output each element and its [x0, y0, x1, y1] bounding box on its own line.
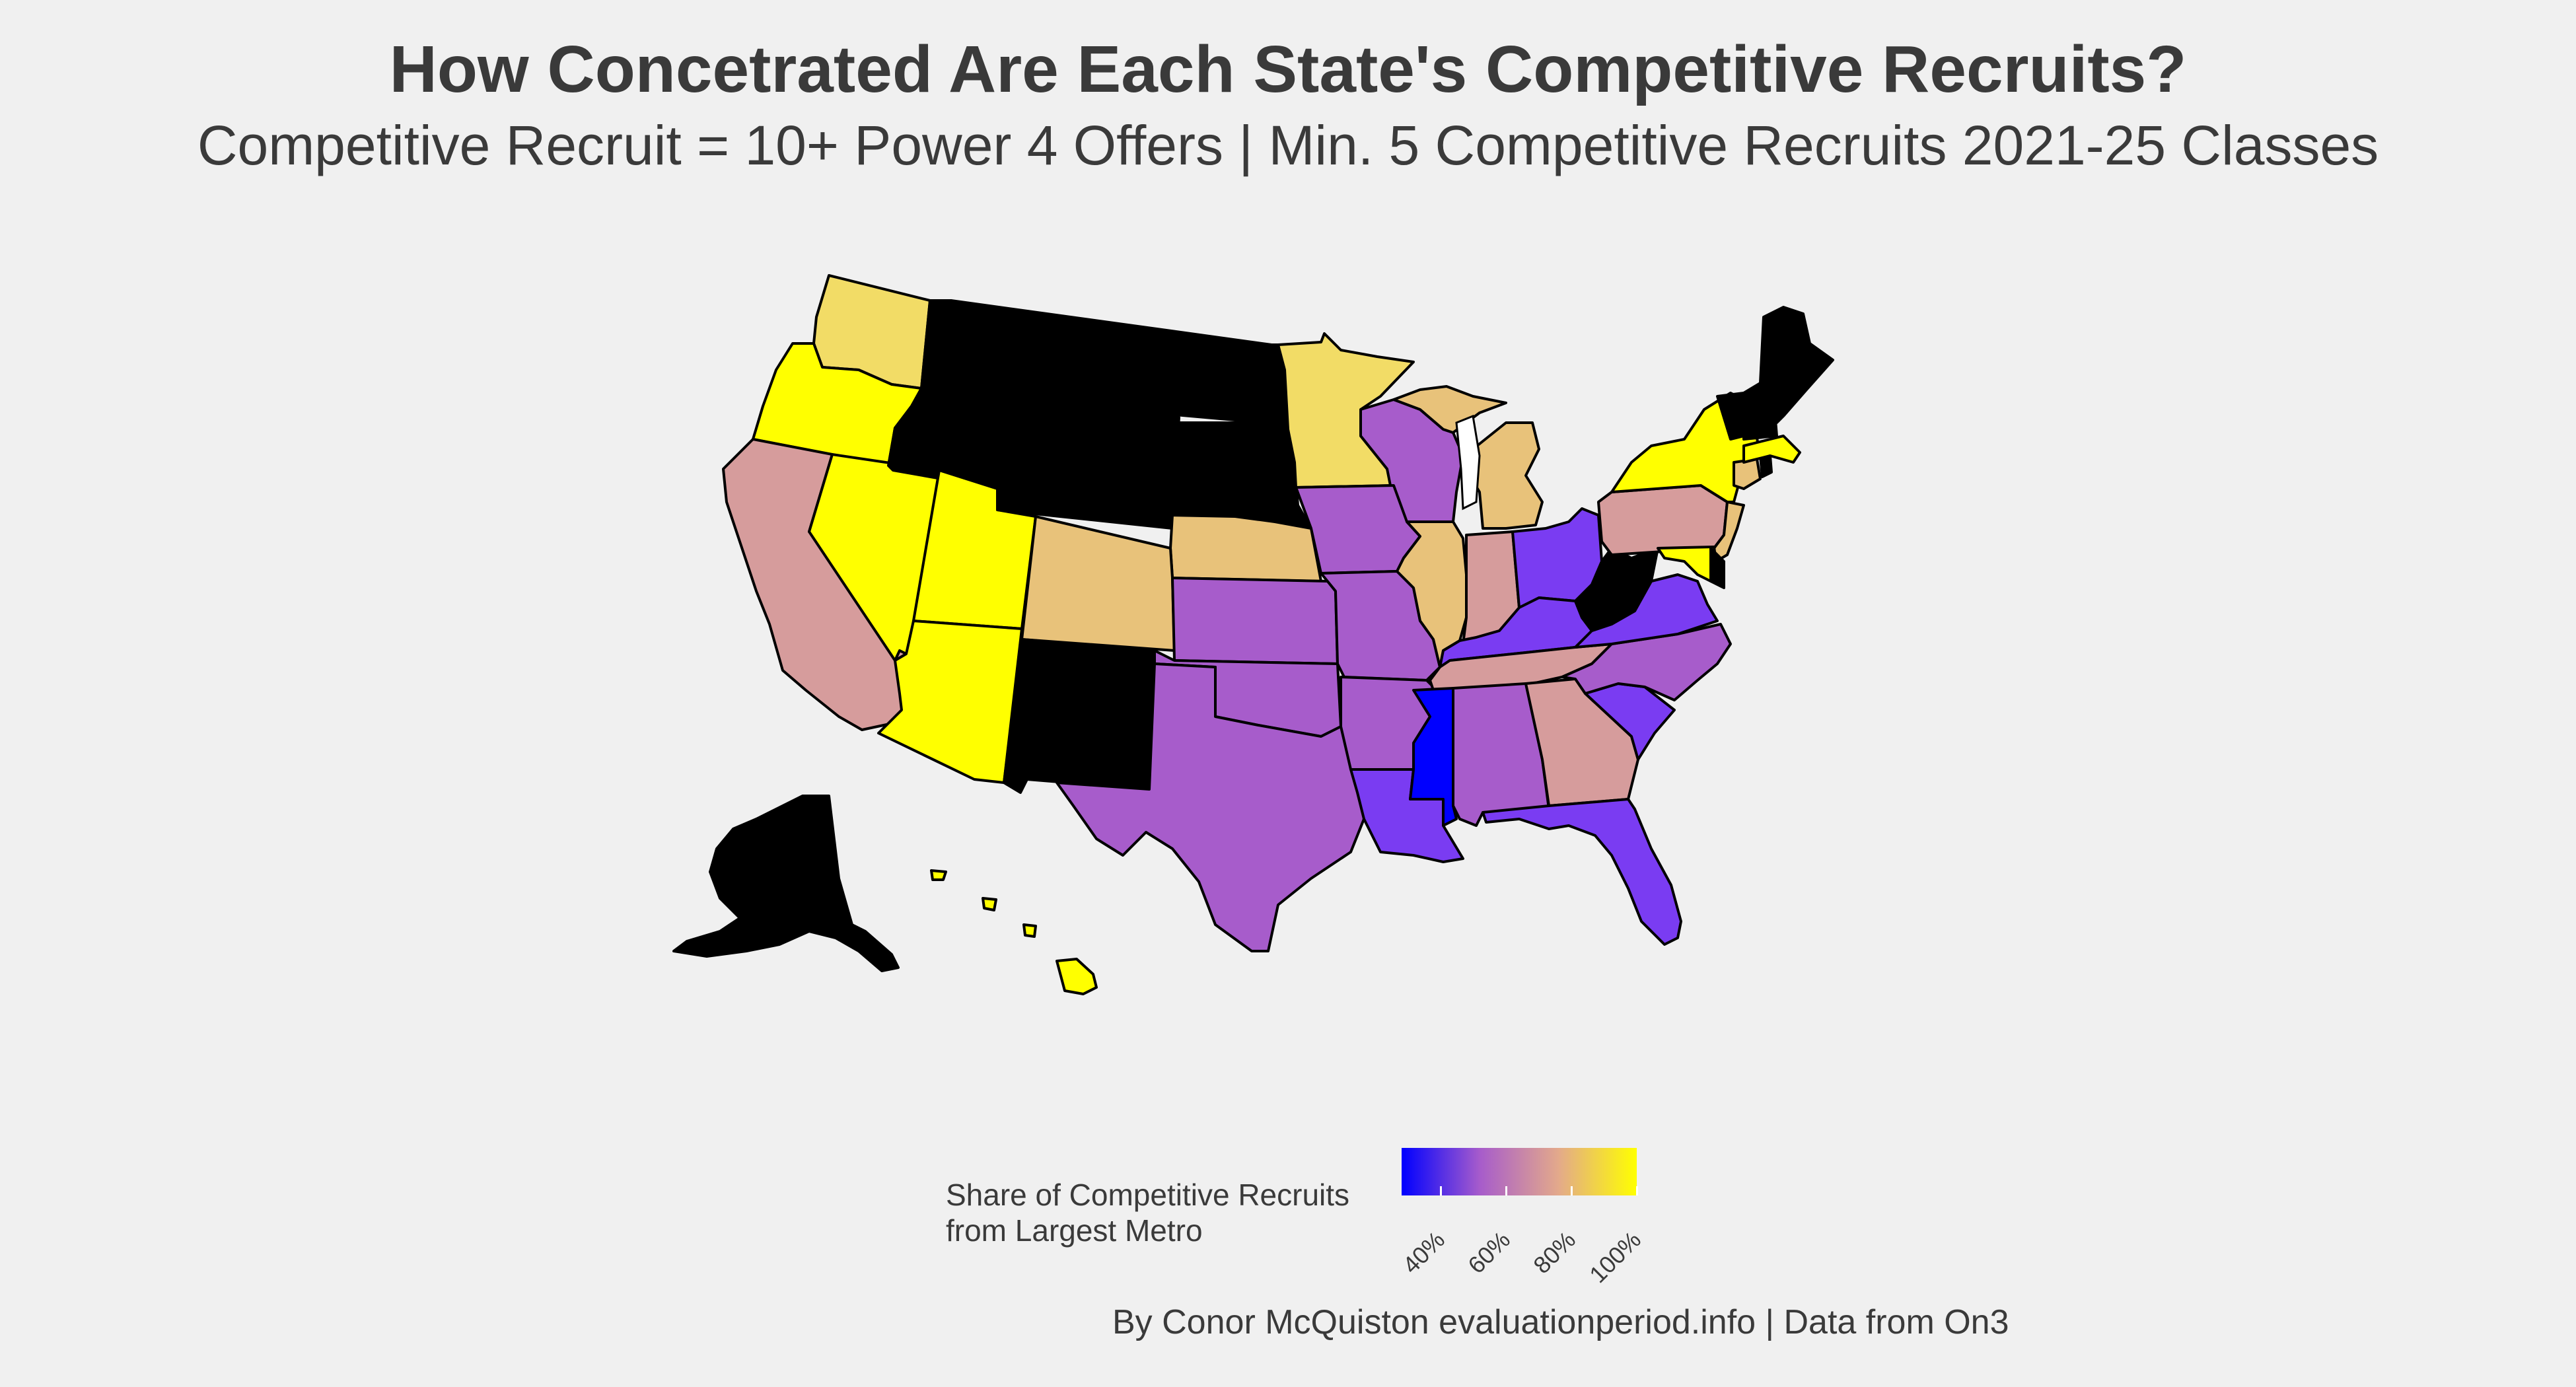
state-md [1657, 546, 1717, 583]
legend-title: Share of Competitive Recruits from Large… [946, 1177, 1408, 1248]
source-caption: By Conor McQuiston evaluationperiod.info… [1112, 1303, 2009, 1341]
state-ks [1171, 577, 1339, 665]
legend-title-line1: Share of Competitive Recruits [946, 1178, 1350, 1212]
legend-tick-mark [1439, 1186, 1442, 1195]
state-hi [930, 869, 1098, 995]
state-ne [1169, 514, 1322, 583]
state-de [1709, 547, 1725, 589]
state-wy [996, 399, 1180, 530]
legend-color-bar [1402, 1148, 1637, 1195]
state-ma [1742, 435, 1801, 464]
legend-tick-mark [1505, 1186, 1507, 1195]
state-fl [1482, 798, 1682, 946]
state-pa [1597, 484, 1729, 556]
legend-tick-mark [1570, 1186, 1573, 1195]
state-nm [1003, 638, 1156, 794]
chart-subtitle: Competitive Recruit = 10+ Power 4 Offers… [197, 114, 2379, 176]
state-co [1020, 515, 1176, 652]
state-wv [1574, 547, 1659, 632]
legend-title-line2: from Largest Metro [946, 1213, 1203, 1248]
state-tx [1055, 662, 1365, 952]
lake-michigan [1455, 414, 1481, 511]
chart-title: How Concetrated Are Each State's Competi… [389, 32, 2187, 106]
state-me [1759, 306, 1834, 424]
legend-tick-mark [1635, 1186, 1638, 1195]
state-ct [1733, 458, 1762, 490]
state-ak [672, 795, 900, 972]
